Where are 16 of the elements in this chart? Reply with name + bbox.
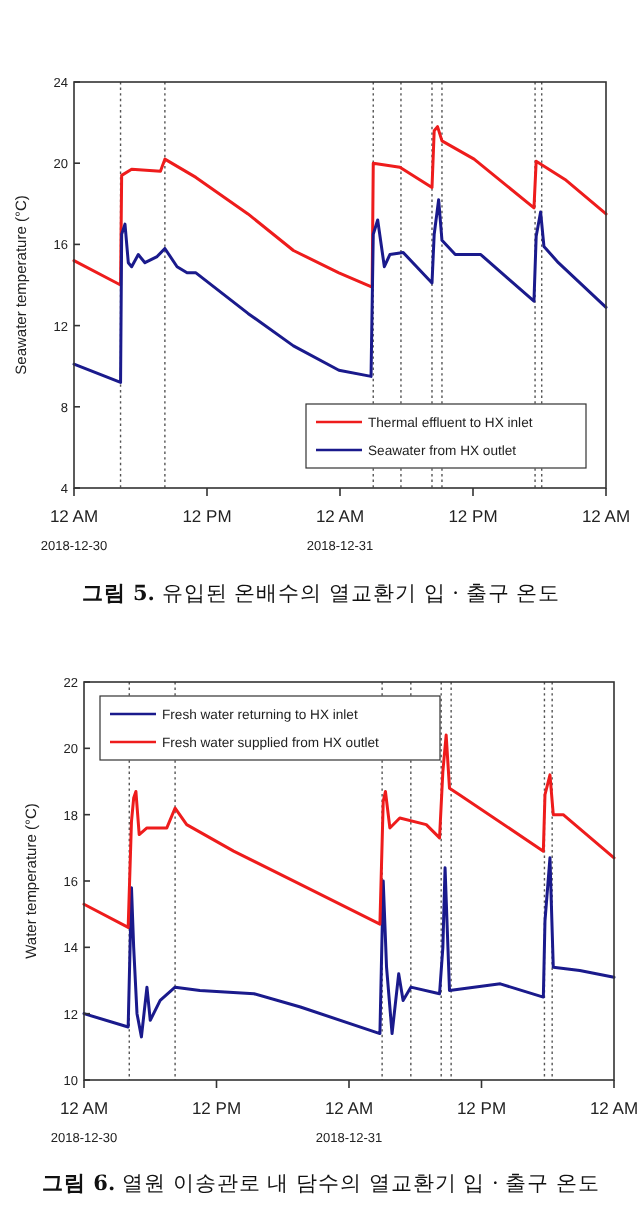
x-tick-label: 12 AM — [581, 506, 631, 526]
x-tick-label: 12 PM — [191, 1098, 242, 1118]
line-series — [82, 733, 616, 929]
x-tick-label: 12 AM — [589, 1098, 639, 1118]
x-tick-label: 12 AM — [49, 506, 99, 526]
x-tick-label: 12 PM — [182, 506, 232, 526]
text: 그림 5. 유입된 온배수의 열교환기 입 · 출구 온도 — [81, 582, 561, 606]
line-series — [72, 125, 608, 289]
x-tick-label: 12 AM — [59, 1098, 109, 1118]
x-tick-label: 12 PM — [448, 506, 498, 526]
line-series — [82, 856, 616, 1039]
text: 그림 6. 열원 이송관로 내 담수의 열교환기 입 · 출구 온도 — [41, 1172, 601, 1196]
line-series — [72, 198, 608, 384]
x-tick-label: 12 AM — [315, 506, 365, 526]
x-tick-label: 12 AM — [324, 1098, 374, 1118]
x-tick-label: 12 PM — [456, 1098, 507, 1118]
